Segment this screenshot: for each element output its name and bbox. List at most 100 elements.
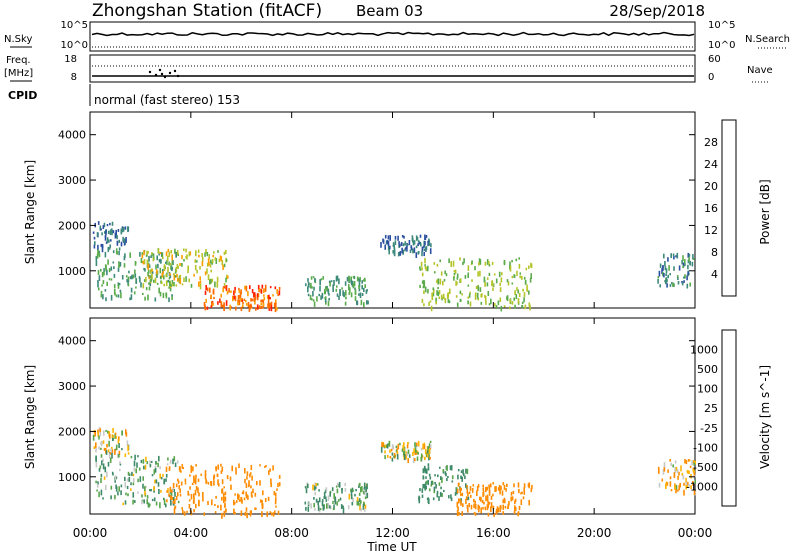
velocity-cell [154,467,157,473]
velocity-cell [467,507,469,513]
power-cell [513,274,515,278]
power-cell [123,242,126,246]
velocity-cell [662,468,665,475]
velocity-cell [225,508,227,512]
power-cell [100,243,103,247]
nsky-label: N.Sky [4,34,32,45]
x-tick-label: 04:00 [174,526,209,540]
power-cell [491,281,493,287]
velocity-cell [268,470,270,475]
power-cell [226,290,229,295]
power-cell [432,292,435,297]
velocity-cell [153,497,156,502]
velocity-cell [484,506,487,511]
velocity-cell [450,494,452,499]
velocity-cell [463,473,465,477]
velocity-cell [332,508,335,511]
velocity-cell [221,466,224,472]
power-cell [348,284,350,290]
power-cell [421,246,424,252]
power-cell [689,262,691,265]
power-cell [474,294,477,300]
power-cell [354,289,357,296]
velocity-cell [335,485,338,488]
power-cell [523,292,526,297]
x-tick-label: 12:00 [375,526,410,540]
velocity-cell [482,506,484,510]
velocity-cell [423,444,426,450]
power-cell [199,283,202,290]
power-cell [425,267,427,271]
power-cell [364,284,366,288]
power-cell [121,228,124,233]
velocity-cell [523,490,526,495]
velocity-cell [142,459,145,464]
power-cell [205,285,207,291]
power-cell [356,276,359,282]
velocity-cell [687,459,690,462]
power-cell [148,255,150,262]
power-cell [187,269,189,274]
velocity-cell [166,463,169,466]
power-region [419,257,533,312]
velocity-cell [412,457,415,463]
power-cell [438,290,441,295]
power-cell [437,291,440,296]
velocity-cell [429,444,432,449]
power-cell [327,300,330,307]
velocity-cell [194,479,197,484]
power-cell [425,246,427,251]
power-cell [665,279,667,285]
power-cell [127,280,129,286]
velocity-cell [171,489,173,493]
power-cell [528,265,530,269]
velocity-cell [511,496,514,501]
power-cell [222,287,224,293]
velocity-cell [223,486,225,489]
velocity-cell [405,455,407,460]
power-cell [338,278,340,285]
velocity-cell [334,496,337,500]
velocity-cell [687,469,689,474]
power-cell [664,261,666,267]
power-cell [206,306,209,310]
power-cell [272,294,274,297]
power-cell [148,275,151,280]
power-cell [517,298,520,304]
velocity-cell [518,488,520,494]
power-cell [530,262,532,268]
power-cell [157,263,159,269]
power-cell [239,292,242,298]
velocity-cell [155,462,158,465]
power-cell [484,296,487,301]
power-cell [177,277,179,282]
velocity-cell [181,507,183,510]
power-cell [491,261,494,265]
velocity-cell [362,491,365,495]
freq-scatter [148,68,180,79]
power-cell [198,281,200,287]
velocity-cell [513,483,515,488]
power-cell [333,280,335,286]
velocity-cell [114,432,117,435]
power-cell [107,246,110,253]
velocity-cell [669,459,671,462]
velocity-cell [342,507,345,514]
power-cell [421,298,424,304]
velocity-colorbar-tick: 25 [704,402,718,415]
power-cell [392,244,395,247]
power-colorbar-tick: 4 [711,268,718,281]
velocity-cell [237,497,240,500]
power-cell [688,253,691,257]
velocity-cell [428,488,431,492]
power-cell [509,265,512,272]
velocity-cell [358,492,361,496]
power-cell [456,281,458,285]
power-cell [206,268,208,274]
velocity-cell [456,501,459,508]
power-cell [666,283,668,288]
velocity-cell [426,468,428,474]
x-axis-ticks: 00:00 04:00 08:00 12:00 16:00 20:00 00:00 [73,112,712,540]
velocity-cell [165,478,167,482]
velocity-cell [197,478,200,482]
